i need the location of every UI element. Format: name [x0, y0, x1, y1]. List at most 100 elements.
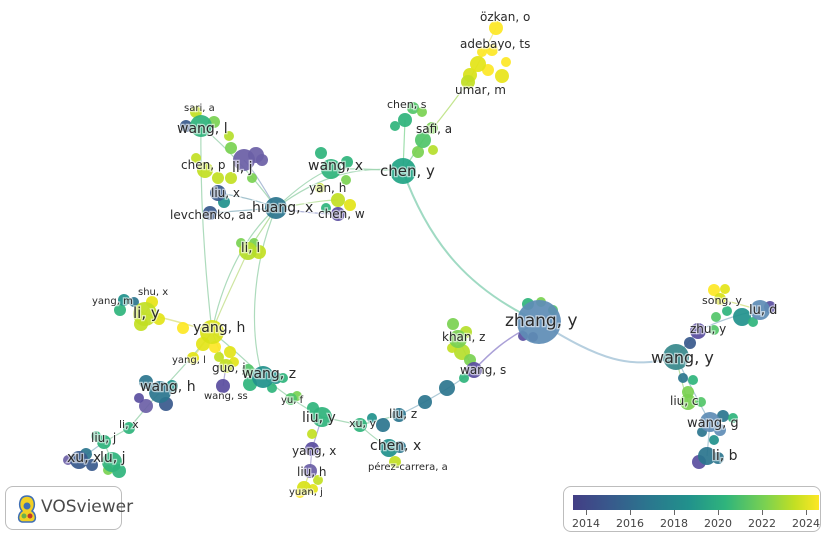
node-liuz[interactable]	[392, 408, 406, 422]
node-lib[interactable]	[698, 447, 716, 465]
minor-node[interactable]	[177, 322, 189, 334]
node-wangs[interactable]	[466, 362, 482, 378]
minor-node[interactable]	[180, 120, 192, 132]
node-wangg[interactable]	[700, 412, 720, 432]
node-liux[interactable]	[210, 185, 226, 201]
minor-node[interactable]	[678, 373, 688, 383]
minor-node[interactable]	[321, 203, 331, 213]
node-adebayo[interactable]	[470, 56, 486, 72]
minor-node[interactable]	[501, 57, 511, 67]
minor-node[interactable]	[367, 413, 377, 423]
node-lil[interactable]	[239, 242, 257, 260]
node-perez[interactable]	[389, 456, 401, 468]
node-wangss[interactable]	[216, 379, 230, 393]
minor-node[interactable]	[407, 102, 419, 114]
node-xux[interactable]	[70, 451, 88, 469]
minor-node[interactable]	[708, 284, 720, 296]
node-yangx[interactable]	[305, 442, 319, 456]
node-ozkan[interactable]	[489, 21, 503, 35]
minor-node[interactable]	[733, 308, 751, 326]
node-saria[interactable]	[190, 106, 202, 118]
minor-node[interactable]	[376, 418, 390, 432]
minor-node[interactable]	[709, 325, 719, 335]
node-wangl[interactable]	[190, 115, 212, 137]
node-liuh[interactable]	[303, 464, 317, 478]
minor-node[interactable]	[495, 69, 509, 83]
minor-node[interactable]	[315, 183, 325, 193]
minor-node[interactable]	[426, 122, 438, 134]
minor-node[interactable]	[139, 399, 153, 413]
minor-node[interactable]	[696, 397, 706, 407]
minor-node[interactable]	[717, 410, 729, 422]
minor-node[interactable]	[224, 346, 236, 358]
node-chenx[interactable]	[380, 439, 398, 457]
minor-node[interactable]	[129, 297, 139, 307]
minor-node[interactable]	[315, 147, 327, 159]
minor-node[interactable]	[390, 121, 400, 131]
node-yangl[interactable]	[187, 352, 199, 364]
minor-node[interactable]	[341, 156, 353, 168]
minor-node[interactable]	[139, 375, 153, 389]
minor-node[interactable]	[86, 459, 98, 471]
node-yuf[interactable]	[285, 393, 297, 405]
minor-node[interactable]	[225, 142, 237, 154]
node-luj[interactable]	[102, 452, 122, 472]
node-zhuy[interactable]	[690, 323, 706, 339]
node-chenw[interactable]	[331, 207, 345, 221]
node-levchenko[interactable]	[203, 206, 217, 220]
minor-node[interactable]	[684, 337, 696, 349]
node-yangh[interactable]	[200, 320, 224, 344]
minor-node[interactable]	[341, 175, 351, 185]
minor-node[interactable]	[720, 284, 730, 294]
minor-node[interactable]	[486, 44, 498, 56]
minor-node[interactable]	[447, 318, 459, 330]
node-lud[interactable]	[750, 300, 770, 320]
minor-node[interactable]	[711, 312, 721, 322]
minor-node[interactable]	[688, 375, 698, 385]
node-liuy[interactable]	[312, 407, 332, 427]
minor-node[interactable]	[134, 393, 144, 403]
node-songy[interactable]	[714, 293, 726, 305]
node-liuj[interactable]	[97, 435, 111, 449]
node-safi[interactable]	[415, 132, 431, 148]
node-guoj[interactable]	[219, 359, 233, 373]
node-wangy[interactable]	[663, 344, 689, 370]
minor-node[interactable]	[114, 304, 126, 316]
minor-node[interactable]	[256, 154, 268, 166]
minor-node[interactable]	[224, 131, 234, 141]
minor-node[interactable]	[242, 364, 254, 376]
node-zhangy[interactable]	[517, 300, 561, 344]
node-lix[interactable]	[123, 422, 135, 434]
node-yuanj[interactable]	[297, 481, 311, 495]
node-lij[interactable]	[233, 149, 255, 171]
minor-node[interactable]	[417, 107, 427, 117]
node-cheny[interactable]	[390, 158, 416, 184]
minor-node[interactable]	[313, 475, 323, 485]
minor-node[interactable]	[278, 373, 288, 383]
node-liy[interactable]	[133, 302, 157, 326]
minor-node[interactable]	[728, 413, 738, 423]
node-wangh[interactable]	[149, 381, 171, 403]
minor-node[interactable]	[709, 435, 719, 445]
minor-node[interactable]	[214, 352, 224, 362]
minor-node[interactable]	[191, 153, 201, 163]
minor-node[interactable]	[225, 172, 237, 184]
node-umar[interactable]	[461, 75, 475, 89]
minor-node[interactable]	[247, 173, 257, 183]
minor-node[interactable]	[748, 317, 758, 327]
minor-node[interactable]	[477, 47, 487, 57]
minor-node[interactable]	[418, 395, 432, 409]
node-yanh[interactable]	[331, 193, 345, 207]
minor-node[interactable]	[439, 380, 455, 396]
minor-node[interactable]	[459, 373, 469, 383]
node-wangz[interactable]	[252, 366, 274, 388]
minor-node[interactable]	[307, 429, 317, 439]
minor-node[interactable]	[344, 199, 356, 211]
node-wangx[interactable]	[321, 159, 341, 179]
node-liuc[interactable]	[680, 394, 696, 410]
node-khanz[interactable]	[449, 330, 467, 348]
node-huangx[interactable]	[265, 197, 287, 219]
minor-node[interactable]	[722, 306, 732, 316]
node-xuy[interactable]	[353, 418, 367, 432]
